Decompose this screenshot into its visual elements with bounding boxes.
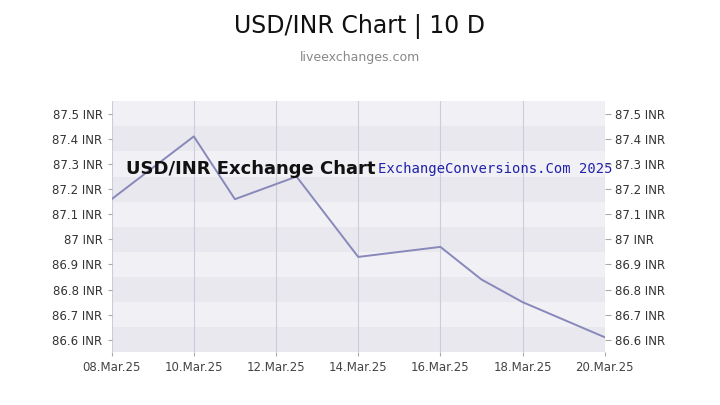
Bar (112, 327, 605, 352)
Bar (112, 177, 605, 202)
Bar (112, 101, 605, 126)
Bar (112, 302, 605, 327)
Text: USD/INR Exchange Chart: USD/INR Exchange Chart (127, 160, 376, 178)
Bar (112, 227, 605, 252)
Text: ExchangeConversions.Com 2025: ExchangeConversions.Com 2025 (378, 162, 613, 176)
Bar (112, 151, 605, 177)
Bar (112, 202, 605, 227)
Bar (112, 252, 605, 277)
Bar (112, 277, 605, 302)
Text: liveexchanges.com: liveexchanges.com (300, 51, 420, 64)
Text: USD/INR Chart | 10 D: USD/INR Chart | 10 D (235, 14, 485, 39)
Bar (112, 126, 605, 151)
